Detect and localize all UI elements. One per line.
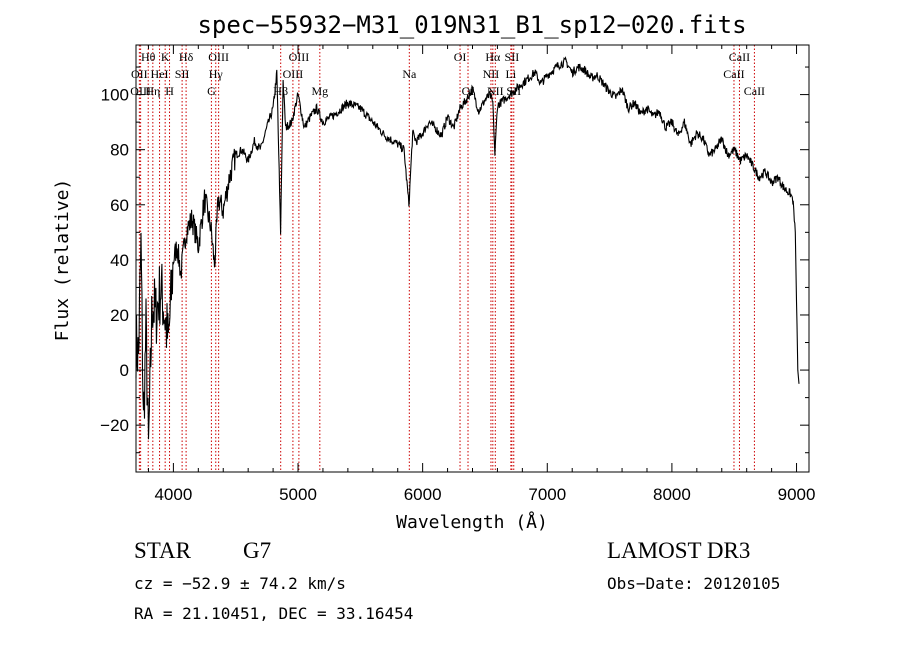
y-tick-label: −20 bbox=[100, 416, 129, 435]
line-label: CaII bbox=[729, 50, 750, 64]
x-tick-label: 4000 bbox=[154, 485, 192, 504]
redshift-cz: cz = −52.9 ± 74.2 km/s bbox=[134, 574, 346, 593]
line-label: OI bbox=[454, 50, 467, 64]
line-label: Hβ bbox=[273, 84, 288, 98]
object-subclass: G7 bbox=[243, 538, 271, 563]
line-markers bbox=[138, 45, 755, 472]
line-label: OII bbox=[131, 67, 148, 81]
line-label: Hη bbox=[145, 84, 160, 98]
object-class: STAR bbox=[134, 538, 192, 563]
x-tick-label: 8000 bbox=[653, 485, 691, 504]
line-label: H bbox=[165, 84, 174, 98]
line-label: SII bbox=[175, 67, 190, 81]
spectrum-line bbox=[135, 56, 800, 440]
line-label: Li bbox=[506, 67, 517, 81]
x-axis-label: Wavelength (Å) bbox=[396, 511, 548, 533]
x-tick-label: 7000 bbox=[528, 485, 566, 504]
line-label: Hα bbox=[485, 50, 501, 64]
line-label: OIII bbox=[130, 84, 151, 98]
line-label: OIII bbox=[208, 50, 229, 64]
y-tick-label: 80 bbox=[110, 141, 129, 160]
ra-dec: RA = 21.10451, DEC = 33.16454 bbox=[134, 604, 413, 623]
axis-ticks: 4000 5000 6000 7000 8000 9000 −20 0 20 40 60 80 100 bbox=[100, 45, 815, 504]
x-tick-label: 5000 bbox=[279, 485, 317, 504]
chart-title: spec−55932−M31_019N31_B1_sp12−020.fits bbox=[197, 11, 746, 39]
line-label: OIII bbox=[283, 67, 304, 81]
y-tick-label: 100 bbox=[101, 86, 129, 105]
survey-name: LAMOST DR3 bbox=[607, 538, 750, 563]
line-label: HeI bbox=[151, 67, 169, 81]
plot-frame bbox=[135, 44, 810, 473]
line-label: CaII bbox=[723, 67, 744, 81]
line-label: OI bbox=[462, 84, 475, 98]
line-label: Na bbox=[402, 67, 417, 81]
line-label: SII bbox=[505, 50, 520, 64]
line-label: CaII bbox=[744, 84, 765, 98]
y-tick-label: 0 bbox=[120, 361, 129, 380]
line-label: Mg bbox=[311, 84, 328, 98]
y-tick-label: 60 bbox=[110, 196, 129, 215]
y-axis-label: Flux (relative) bbox=[52, 179, 73, 342]
line-label: SII bbox=[506, 84, 521, 98]
y-tick-label: 40 bbox=[110, 251, 129, 270]
line-label: Hθ bbox=[141, 50, 156, 64]
obs-date: Obs−Date: 20120105 bbox=[607, 574, 780, 593]
line-label: NII bbox=[487, 84, 504, 98]
x-tick-label: 9000 bbox=[778, 485, 816, 504]
y-tick-label: 20 bbox=[110, 306, 129, 325]
line-label: Hγ bbox=[209, 67, 224, 81]
line-label: K bbox=[161, 50, 170, 64]
line-label: G bbox=[207, 84, 216, 98]
line-label: Hδ bbox=[179, 50, 194, 64]
x-tick-label: 6000 bbox=[404, 485, 442, 504]
line-label: OIII bbox=[289, 50, 310, 64]
line-label: NII bbox=[483, 67, 500, 81]
